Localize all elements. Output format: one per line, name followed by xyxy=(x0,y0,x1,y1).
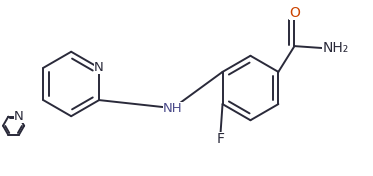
Text: F: F xyxy=(216,132,225,146)
Text: NH₂: NH₂ xyxy=(322,41,349,55)
Text: N: N xyxy=(94,61,104,74)
Text: O: O xyxy=(289,6,300,20)
Text: NH: NH xyxy=(163,102,183,115)
Text: N: N xyxy=(14,110,24,123)
